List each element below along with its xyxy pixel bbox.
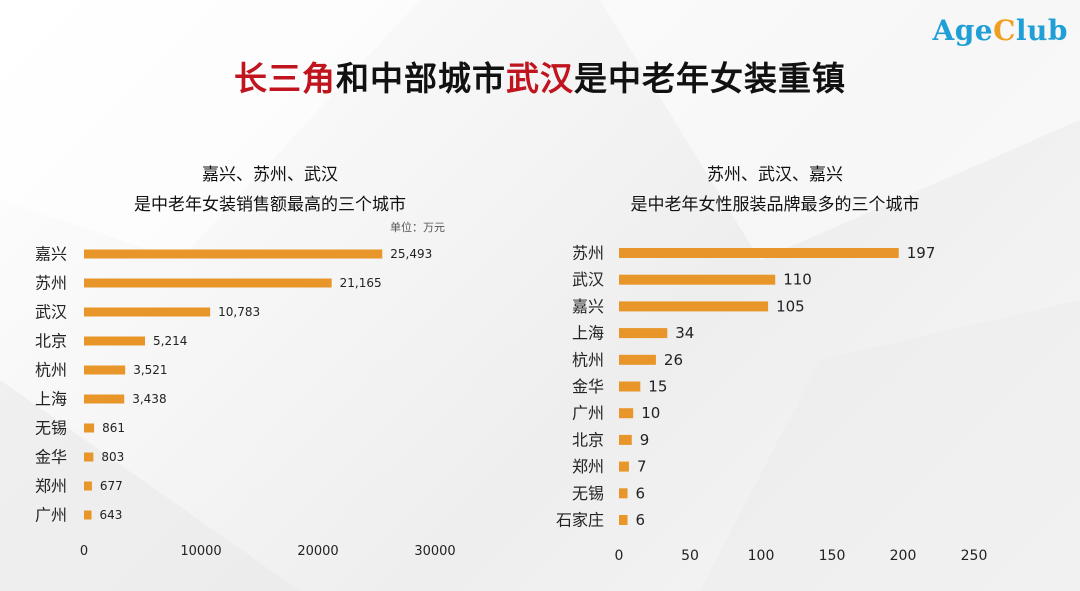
sales-bar	[84, 452, 94, 462]
brands-value-label: 6	[636, 511, 646, 529]
sales-category-label: 苏州	[35, 274, 67, 293]
logo-part-lub: lub	[1015, 14, 1068, 47]
logo-part-c: C	[993, 14, 1016, 47]
sales-category-label: 金华	[35, 448, 67, 467]
sales-bar	[84, 249, 383, 259]
sales-category-label: 郑州	[35, 477, 67, 496]
brands-bar	[619, 408, 634, 419]
sales-value-label: 803	[101, 450, 124, 464]
brands-category-label: 杭州	[572, 350, 604, 369]
sales-bar	[84, 423, 95, 433]
brands-value-label: 105	[776, 297, 805, 315]
brands-category-label: 嘉兴	[572, 297, 604, 316]
brands-tick-label: 200	[890, 548, 917, 564]
brands-value-label: 6	[636, 484, 646, 502]
brands-bar	[619, 248, 899, 258]
title-highlight-2: 武汉	[506, 59, 574, 98]
logo-part-age: Age	[932, 14, 994, 47]
sales-value-label: 21,165	[340, 276, 382, 290]
sales-value-label: 3,438	[132, 392, 166, 406]
sales-tick-label: 20000	[297, 544, 338, 559]
brands-category-label: 金华	[572, 377, 604, 396]
brands-bar	[619, 434, 632, 445]
sales-category-label: 北京	[35, 332, 67, 351]
brands-value-label: 197	[907, 244, 936, 262]
brands-tick-label: 0	[615, 548, 624, 564]
brands-bar	[619, 328, 668, 339]
brands-category-label: 北京	[572, 430, 604, 449]
sales-bar	[84, 365, 126, 375]
sales-category-label: 无锡	[35, 419, 67, 438]
sales-category-label: 广州	[35, 506, 67, 525]
ageclub-logo: AgeClub	[933, 14, 1069, 47]
left-chart-unit: 单位：万元	[390, 221, 445, 234]
sales-value-label: 861	[102, 421, 125, 435]
brands-value-label: 10	[641, 404, 660, 422]
title-highlight-1: 长三角	[234, 59, 336, 98]
brands-bar	[619, 301, 769, 312]
sales-category-label: 嘉兴	[35, 245, 67, 264]
sales-bar	[84, 510, 92, 520]
sales-category-label: 杭州	[35, 361, 67, 380]
brands-value-label: 15	[648, 378, 667, 396]
sales-tick-label: 10000	[180, 544, 221, 559]
brands-category-label: 无锡	[572, 484, 604, 503]
sales-bar	[84, 336, 146, 346]
brands-value-label: 9	[640, 431, 650, 449]
title-text-2: 是中老年女装重镇	[574, 59, 846, 98]
left-subtitle-line2: 是中老年女装销售额最高的三个城市	[134, 195, 406, 215]
brands-value-label: 26	[664, 351, 683, 369]
brands-tick-label: 100	[748, 548, 775, 564]
brands-category-label: 广州	[572, 404, 604, 423]
brands-bar	[619, 515, 628, 525]
brands-category-label: 郑州	[572, 457, 604, 476]
sales-value-label: 3,521	[133, 363, 167, 377]
right-chart-subtitle: 苏州、武汉、嘉兴 是中老年女性服装品牌最多的三个城市	[550, 160, 1000, 220]
sales-category-label: 武汉	[35, 303, 67, 322]
sales-category-label: 上海	[35, 390, 67, 409]
sales-tick-label: 0	[80, 544, 88, 559]
brands-bar	[619, 354, 656, 365]
sales-value-label: 25,493	[390, 247, 432, 261]
brands-value-label: 110	[783, 271, 812, 289]
brands-value-label: 7	[637, 458, 647, 476]
brands-value-label: 34	[675, 324, 694, 342]
sales-bar	[84, 278, 332, 288]
brands-bar	[619, 488, 628, 499]
sales-tick-label: 30000	[414, 544, 455, 559]
brands-bar	[619, 381, 641, 392]
sales-bar	[84, 481, 92, 491]
sales-value-label: 677	[100, 479, 123, 493]
left-chart-subtitle: 嘉兴、苏州、武汉 是中老年女装销售额最高的三个城市	[40, 160, 500, 220]
brands-bar	[619, 274, 776, 285]
right-subtitle-line2: 是中老年女性服装品牌最多的三个城市	[630, 195, 920, 215]
sales-bar	[84, 394, 125, 404]
brands-tick-label: 50	[681, 548, 699, 564]
brands-category-label: 上海	[572, 324, 604, 343]
left-subtitle-line1: 嘉兴、苏州、武汉	[202, 165, 338, 185]
right-subtitle-line1: 苏州、武汉、嘉兴	[707, 165, 843, 185]
sales-bar	[84, 307, 211, 317]
brands-category-label: 武汉	[572, 270, 604, 289]
title-text-1: 和中部城市	[336, 59, 506, 98]
sales-value-label: 643	[100, 508, 123, 522]
sales-value-label: 10,783	[218, 305, 260, 319]
page-title: 长三角和中部城市武汉是中老年女装重镇	[0, 52, 1080, 100]
brands-bar	[619, 461, 629, 472]
brands-category-label: 苏州	[572, 244, 604, 263]
brands-tick-label: 250	[961, 548, 988, 564]
brands-category-label: 石家庄	[556, 511, 604, 530]
sales-value-label: 5,214	[153, 334, 187, 348]
brands-tick-label: 150	[819, 548, 846, 564]
